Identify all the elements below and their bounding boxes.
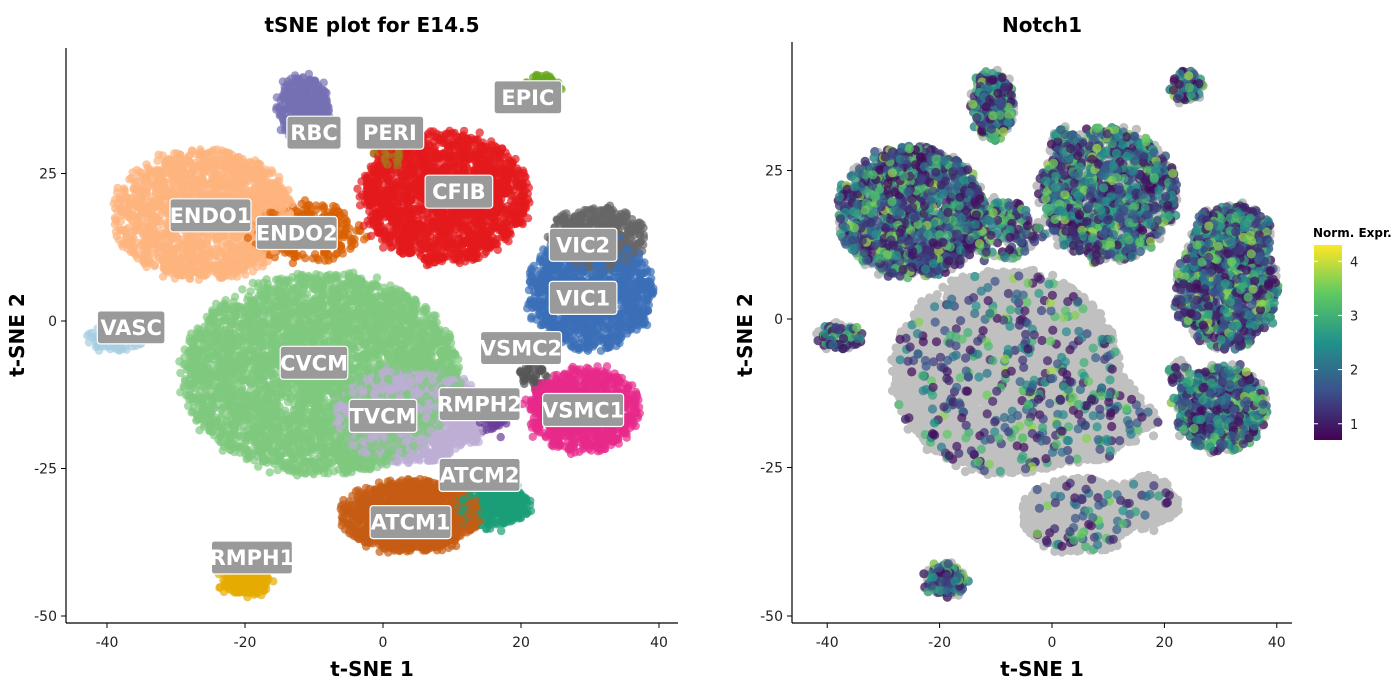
panel1-title: tSNE plot for E14.5 (264, 13, 479, 37)
cluster-point (379, 243, 387, 251)
tsne-cluster-panel: tSNE plot for E14.5 RBC PERIEPICCFIBENDO1… (5, 13, 678, 681)
